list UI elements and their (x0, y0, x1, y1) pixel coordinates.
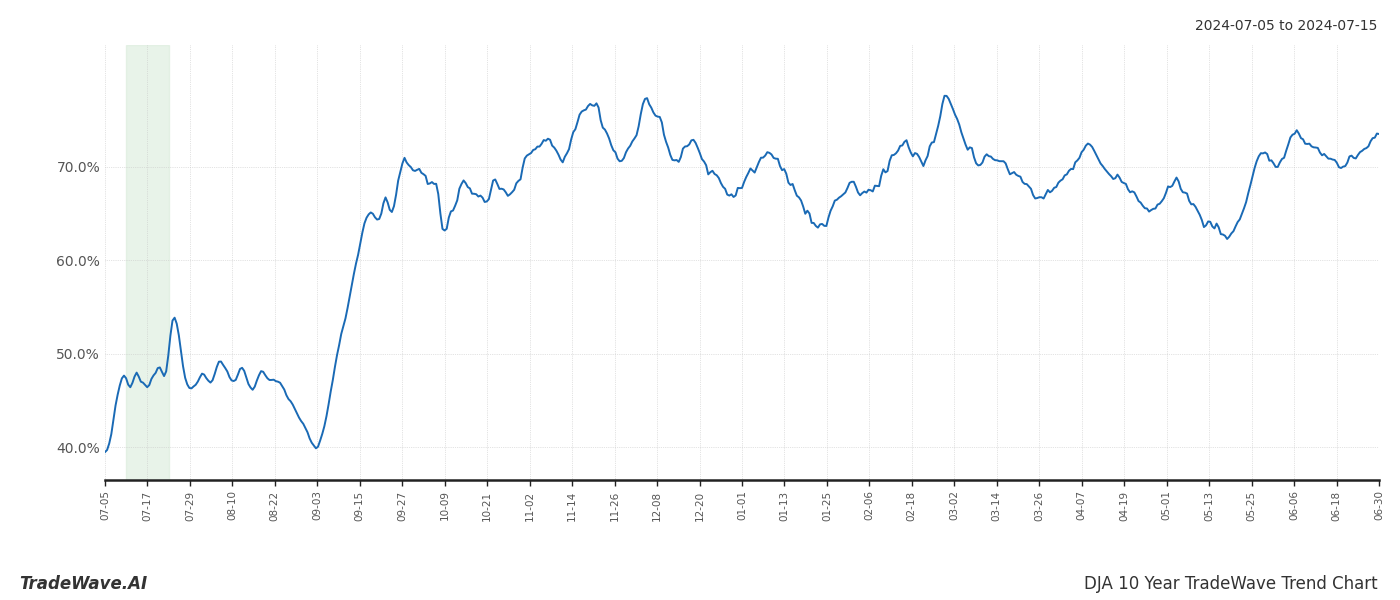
Bar (126, 45, 168, 480)
Text: 2024-07-05 to 2024-07-15: 2024-07-05 to 2024-07-15 (1196, 19, 1378, 33)
Text: DJA 10 Year TradeWave Trend Chart: DJA 10 Year TradeWave Trend Chart (1084, 575, 1378, 593)
Text: TradeWave.AI: TradeWave.AI (20, 575, 148, 593)
